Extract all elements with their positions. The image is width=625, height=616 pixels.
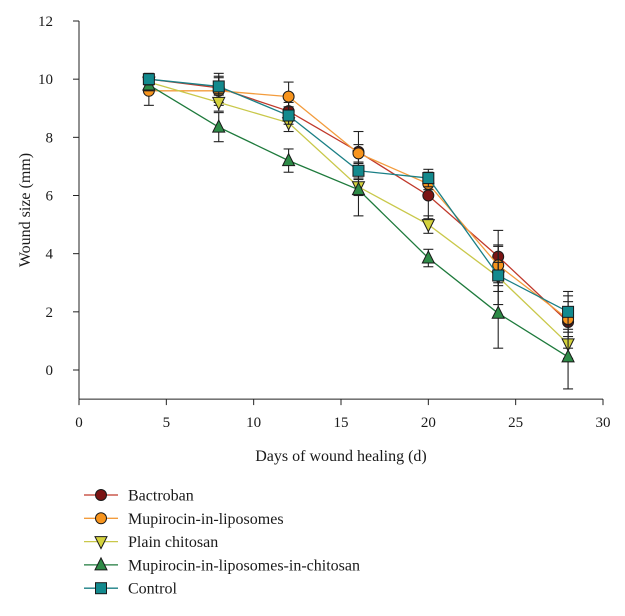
series-layer <box>142 72 575 390</box>
legend-marker <box>94 556 108 571</box>
legend-label: Plain chitosan <box>128 534 218 551</box>
data-point <box>142 73 155 86</box>
y-tick-label: 8 <box>46 130 54 146</box>
data-point <box>421 219 436 233</box>
data-point <box>352 147 365 160</box>
legend-label: Mupirocin-in-liposomes-in-chitosan <box>128 557 360 574</box>
data-point <box>282 109 295 122</box>
x-tick-label: 10 <box>246 415 261 431</box>
y-tick-label: 0 <box>46 363 54 379</box>
ticks: 0 5 10 15 20 25 30 0 2 4 6 8 10 12 <box>38 14 611 431</box>
data-point <box>421 249 436 264</box>
data-point <box>422 189 435 202</box>
x-tick-label: 30 <box>596 415 611 431</box>
data-point <box>351 181 366 196</box>
y-tick-label: 6 <box>46 189 54 205</box>
x-tick-label: 20 <box>421 415 436 431</box>
data-point <box>561 348 575 363</box>
data-point <box>212 80 225 93</box>
y-axis-title: Wound size (mm) <box>17 153 34 267</box>
legend-label: Control <box>128 581 177 598</box>
data-point <box>492 269 505 282</box>
x-axis-title: Days of wound healing (d) <box>255 448 427 465</box>
data-point <box>211 119 226 133</box>
legend-item: Control <box>84 581 177 598</box>
data-point <box>211 96 226 111</box>
legend-marker <box>94 536 108 550</box>
x-tick-label: 25 <box>508 415 523 431</box>
series-4 <box>142 72 575 333</box>
legend-marker <box>95 489 107 501</box>
legend-item: Plain chitosan <box>84 534 218 551</box>
series-line <box>148 84 569 358</box>
data-point <box>422 172 435 185</box>
legend-label: Mupirocin-in-liposomes <box>128 511 284 528</box>
legend-item: Mupirocin-in-liposomes <box>84 511 284 528</box>
y-tick-label: 12 <box>38 14 53 30</box>
legend-item: Mupirocin-in-liposomes-in-chitosan <box>84 556 360 574</box>
series-3 <box>142 76 575 390</box>
axes <box>78 21 603 400</box>
y-tick-label: 2 <box>46 305 54 321</box>
data-point <box>562 305 575 318</box>
legend-marker <box>95 582 107 595</box>
data-point <box>282 90 295 103</box>
series-2 <box>142 75 575 359</box>
data-point <box>352 164 365 177</box>
data-point <box>491 305 506 319</box>
y-tick-label: 4 <box>46 247 54 263</box>
x-tick-label: 0 <box>75 415 83 431</box>
legend-item: Bactroban <box>84 488 194 505</box>
y-tick-label: 10 <box>38 72 53 88</box>
data-point <box>281 152 296 167</box>
legend-label: Bactroban <box>128 488 194 505</box>
legend-marker <box>95 512 107 525</box>
x-tick-label: 5 <box>163 415 171 431</box>
x-tick-label: 15 <box>334 415 349 431</box>
legend: Bactroban Mupirocin-in-liposomes Plain chi… <box>84 488 360 598</box>
